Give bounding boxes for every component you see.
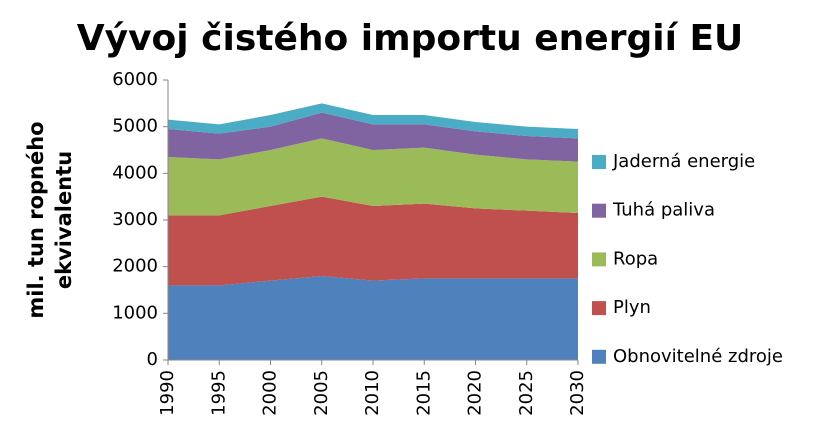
area (168, 103, 578, 139)
y-axis-title-line: ekvivalentu (52, 151, 76, 289)
y-tick-label: 5000 (112, 116, 158, 137)
legend-label: Plyn (613, 297, 651, 318)
area (168, 276, 578, 360)
y-tick-label: 6000 (112, 69, 158, 90)
y-tick-label: 4000 (112, 162, 158, 183)
legend-swatch (592, 301, 606, 316)
x-tick-label: 2030 (567, 370, 588, 416)
legend-swatch (592, 252, 606, 267)
x-tick-label: 2025 (516, 370, 537, 416)
legend-swatch (592, 203, 606, 218)
legend-swatch (592, 349, 606, 364)
legend-label: Jaderná energie (612, 151, 755, 172)
x-tick-label: 1990 (157, 370, 178, 416)
y-axis-title-line: mil. tun ropného (24, 121, 48, 318)
legend-label: Tuhá paliva (612, 200, 715, 221)
x-tick-label: 2000 (260, 370, 281, 416)
area (168, 138, 578, 216)
x-tick-label: 2015 (413, 370, 434, 416)
y-tick-label: 3000 (112, 209, 158, 230)
legend-label: Ropa (613, 248, 658, 269)
chart-title: Vývoj čistého importu energií EU (77, 18, 744, 59)
legend-swatch (592, 155, 606, 169)
x-tick-label: 2010 (362, 370, 383, 416)
area (168, 112, 578, 162)
y-axis-title: mil. tun ropného ekvivalentu (24, 121, 76, 318)
legend-label: Obnovitelné zdroje (613, 346, 783, 367)
x-tick-label: 2020 (465, 370, 486, 416)
x-tick-label: 1995 (208, 370, 229, 416)
x-tick-label: 2005 (311, 370, 332, 416)
area (168, 196, 578, 286)
y-tick-label: 0 (147, 349, 158, 370)
y-tick-label: 1000 (112, 302, 158, 323)
y-tick-label: 2000 (112, 256, 158, 277)
